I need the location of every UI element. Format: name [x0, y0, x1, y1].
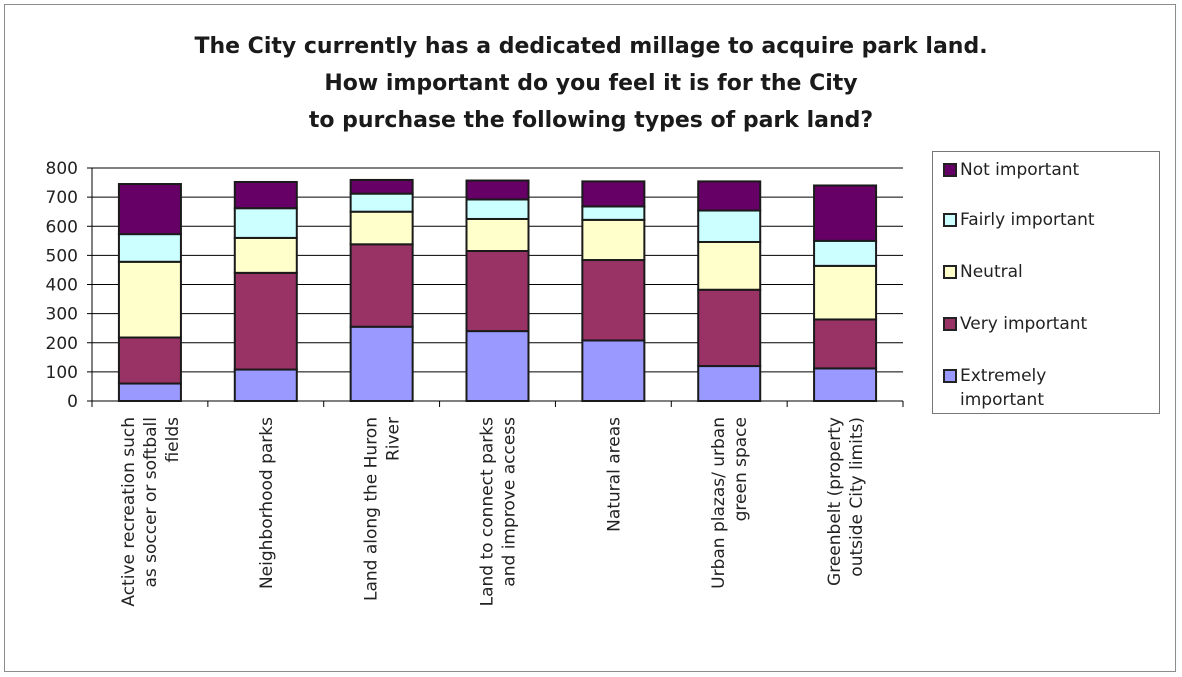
legend-label-line: Very important: [960, 314, 1088, 334]
chart-title-line-3: to purchase the following types of park …: [308, 108, 874, 133]
x-category-label: Neighborhood parks: [257, 417, 277, 589]
y-tick-label: 0: [67, 392, 78, 412]
x-category-label: fields: [163, 417, 183, 463]
chart-title-line-2: How important do you feel it is for the …: [324, 71, 858, 96]
bar-segment-fairly-important: [349, 192, 414, 213]
bar-segment-extremely-important: [697, 365, 762, 402]
bar-segment-neutral: [813, 264, 878, 321]
x-category-label: River: [384, 417, 404, 461]
bar-segment-extremely-important: [233, 368, 298, 403]
bar-segment-very-important: [233, 271, 298, 371]
bar-segment-very-important: [813, 318, 878, 370]
bar-segment-not-important: [813, 184, 878, 242]
bar-segment-fairly-important: [697, 209, 762, 243]
x-category-label: and improve access: [500, 417, 520, 587]
bar-segment-neutral: [117, 260, 182, 339]
x-category-label: Land to connect parks: [478, 417, 498, 607]
legend-swatch: [943, 163, 957, 177]
legend-label: Not important: [960, 158, 1079, 182]
y-tick-label: 600: [46, 217, 78, 237]
legend-label-line: Neutral: [960, 262, 1023, 282]
bar-segment-neutral: [465, 217, 530, 253]
bar-segment-neutral: [233, 236, 298, 274]
y-tick-label: 100: [46, 363, 78, 383]
y-tick-label: 400: [46, 276, 78, 296]
legend-swatch: [943, 369, 957, 383]
legend-swatch: [943, 265, 957, 279]
bar-segment-not-important: [349, 178, 414, 195]
bar-segment-not-important: [697, 180, 762, 212]
legend-swatch: [943, 213, 957, 227]
x-category-label: Greenbelt (property: [825, 417, 845, 586]
legend-label: Fairly important: [960, 208, 1095, 232]
y-tick-label: 500: [46, 246, 78, 266]
bar-segment-neutral: [581, 218, 646, 262]
bar-segment-not-important: [117, 183, 182, 236]
bar-segment-fairly-important: [813, 239, 878, 267]
legend-swatch: [943, 317, 957, 331]
bar-segment-very-important: [581, 259, 646, 342]
bar-segment-neutral: [697, 240, 762, 291]
bar-segment-very-important: [697, 288, 762, 368]
legend-label-line: Extremely: [960, 366, 1047, 386]
chart-title-line-1: The City currently has a dedicated milla…: [194, 34, 988, 59]
legend-label: Very important: [960, 312, 1087, 336]
x-category-label: Land along the Huron: [362, 417, 382, 601]
bar-segment-fairly-important: [117, 233, 182, 263]
legend-label-line: Fairly important: [960, 210, 1095, 230]
chart-title: The City currently has a dedicated milla…: [0, 28, 1182, 139]
bar-segment-extremely-important: [465, 330, 530, 403]
bar-segment-fairly-important: [465, 198, 530, 220]
legend-label: Extremely important: [960, 364, 1046, 412]
y-tick-label: 700: [46, 188, 78, 208]
bar-segment-extremely-important: [581, 339, 646, 403]
bar-segment-very-important: [349, 243, 414, 328]
bar-segment-very-important: [465, 250, 530, 333]
legend-label-line: important: [960, 390, 1044, 410]
bar-segment-extremely-important: [813, 367, 878, 403]
x-category-label: outside City limits): [847, 417, 867, 577]
y-tick-label: 800: [46, 159, 78, 179]
x-category-label: green space: [731, 417, 751, 521]
y-tick-label: 300: [46, 305, 78, 325]
bar-segment-not-important: [465, 179, 530, 201]
bar-segment-neutral: [349, 210, 414, 246]
x-category-label: Natural areas: [604, 417, 624, 532]
bar-segment-not-important: [581, 180, 646, 208]
bar-segment-extremely-important: [117, 382, 182, 402]
legend-label: Neutral: [960, 260, 1023, 284]
bar-segment-extremely-important: [349, 325, 414, 403]
bar-segment-not-important: [233, 180, 298, 210]
x-category-label: Active recreation such: [119, 417, 139, 607]
bar-segment-fairly-important: [233, 207, 298, 239]
x-category-label: Urban plazas/ urban: [709, 417, 729, 589]
bar-segment-fairly-important: [581, 205, 646, 221]
x-category-label: as soccer or softball: [141, 417, 161, 588]
chart-legend: Not important Fairly important Neutral Very…: [932, 151, 1160, 414]
legend-label-line: Not important: [960, 160, 1080, 180]
y-tick-label: 200: [46, 334, 78, 354]
bar-segment-very-important: [117, 336, 182, 385]
